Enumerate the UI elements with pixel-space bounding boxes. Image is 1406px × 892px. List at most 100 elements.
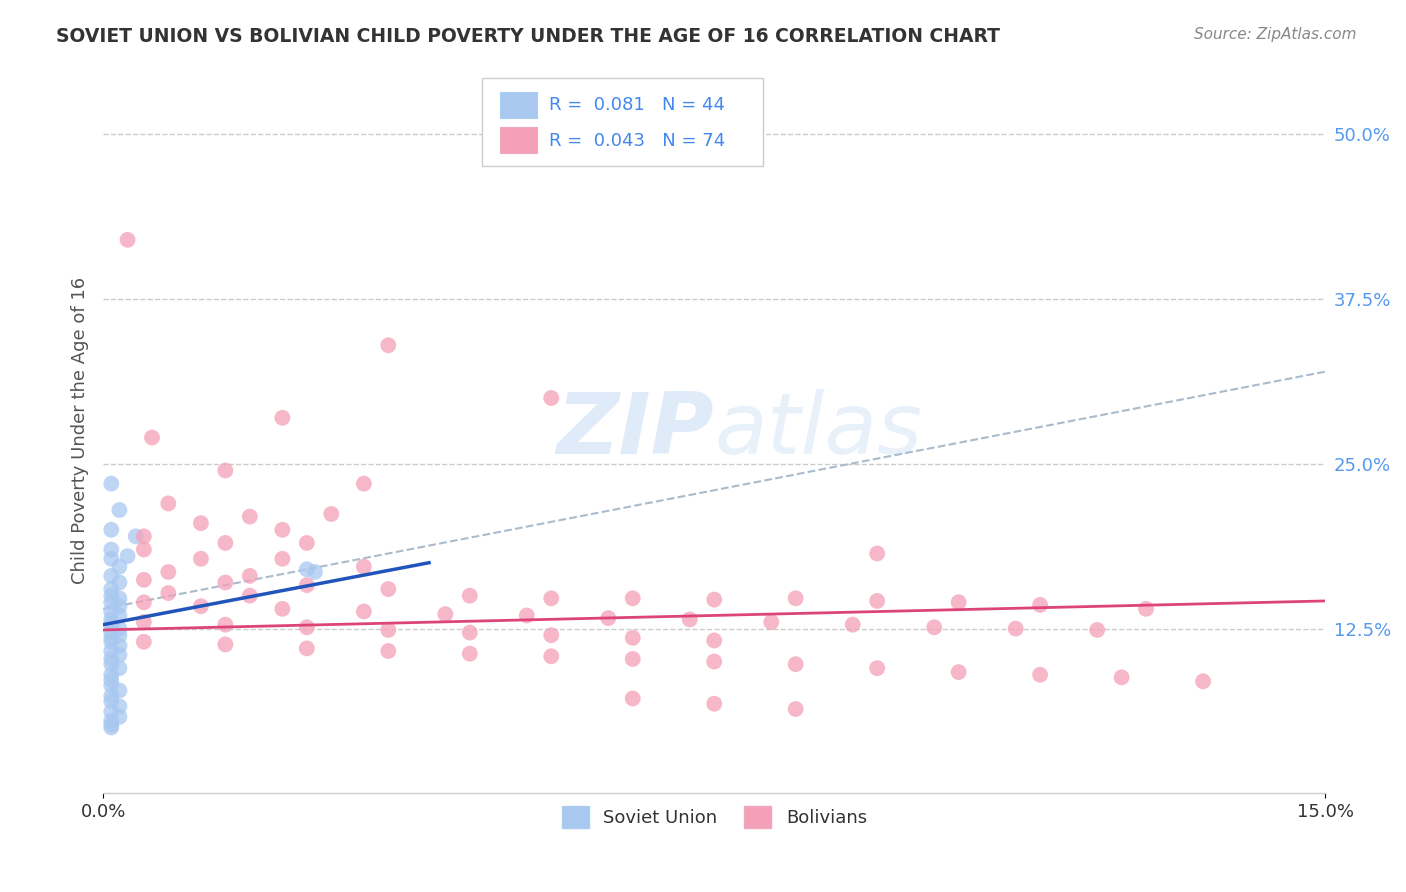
Point — [458, 589, 481, 603]
Point — [108, 710, 131, 724]
Point — [132, 542, 155, 557]
Point — [703, 592, 725, 607]
Point — [100, 652, 122, 666]
Point — [100, 551, 122, 566]
Point — [703, 633, 725, 648]
Point — [321, 507, 343, 521]
Point — [108, 699, 131, 714]
Point — [100, 631, 122, 645]
Point — [108, 559, 131, 574]
Point — [100, 589, 122, 603]
Point — [458, 625, 481, 640]
Point — [117, 549, 139, 563]
Point — [785, 702, 807, 716]
Point — [100, 694, 122, 708]
Point — [100, 569, 122, 583]
Point — [117, 233, 139, 247]
Point — [100, 617, 122, 632]
Point — [108, 622, 131, 636]
Point — [866, 594, 889, 608]
Point — [108, 575, 131, 590]
Point — [295, 578, 318, 592]
Point — [304, 565, 326, 579]
Point — [353, 559, 375, 574]
Point — [540, 591, 562, 606]
Point — [295, 536, 318, 550]
Point — [100, 714, 122, 728]
Y-axis label: Child Poverty Under the Age of 16: Child Poverty Under the Age of 16 — [72, 277, 89, 584]
Point — [132, 529, 155, 543]
Point — [841, 617, 863, 632]
Point — [100, 657, 122, 672]
Text: Source: ZipAtlas.com: Source: ZipAtlas.com — [1194, 27, 1357, 42]
Point — [100, 582, 122, 596]
Point — [108, 599, 131, 614]
Point — [108, 503, 131, 517]
Point — [785, 591, 807, 606]
Legend: Soviet Union, Bolivians: Soviet Union, Bolivians — [554, 798, 875, 835]
Point — [214, 463, 236, 477]
Point — [108, 648, 131, 662]
Point — [1111, 670, 1133, 684]
Point — [295, 641, 318, 656]
Point — [540, 649, 562, 664]
Point — [100, 673, 122, 687]
Point — [125, 529, 148, 543]
Point — [621, 691, 644, 706]
Point — [132, 615, 155, 629]
Point — [214, 637, 236, 651]
Point — [1004, 622, 1026, 636]
Point — [100, 678, 122, 692]
Point — [100, 476, 122, 491]
Point — [1135, 602, 1157, 616]
Point — [353, 476, 375, 491]
Point — [100, 605, 122, 619]
Point — [761, 615, 783, 629]
Point — [100, 595, 122, 609]
Point — [141, 430, 163, 444]
Point — [679, 612, 702, 626]
Point — [353, 605, 375, 619]
Point — [100, 667, 122, 681]
Point — [132, 595, 155, 609]
Point — [100, 644, 122, 658]
Point — [703, 697, 725, 711]
Point — [239, 589, 262, 603]
Point — [239, 509, 262, 524]
Point — [271, 523, 294, 537]
Point — [214, 617, 236, 632]
Point — [108, 608, 131, 623]
FancyBboxPatch shape — [501, 92, 537, 118]
Point — [190, 551, 212, 566]
Point — [948, 665, 970, 679]
Point — [108, 683, 131, 698]
Point — [434, 607, 457, 621]
Point — [598, 611, 620, 625]
Point — [100, 542, 122, 557]
Point — [458, 647, 481, 661]
Text: atlas: atlas — [714, 390, 922, 473]
Point — [295, 562, 318, 576]
Point — [1192, 674, 1215, 689]
Point — [922, 620, 945, 634]
FancyBboxPatch shape — [482, 78, 763, 167]
Point — [100, 718, 122, 732]
Text: ZIP: ZIP — [557, 390, 714, 473]
Point — [866, 661, 889, 675]
Point — [157, 586, 180, 600]
FancyBboxPatch shape — [501, 127, 537, 153]
Point — [621, 631, 644, 645]
Point — [132, 634, 155, 648]
Point — [516, 608, 538, 623]
Point — [100, 625, 122, 640]
Point — [377, 338, 399, 352]
Point — [866, 547, 889, 561]
Point — [108, 591, 131, 606]
Point — [948, 595, 970, 609]
Point — [271, 551, 294, 566]
Point — [785, 657, 807, 672]
Point — [100, 705, 122, 719]
Text: R =  0.081   N = 44: R = 0.081 N = 44 — [550, 95, 725, 114]
Point — [190, 599, 212, 614]
Point — [239, 569, 262, 583]
